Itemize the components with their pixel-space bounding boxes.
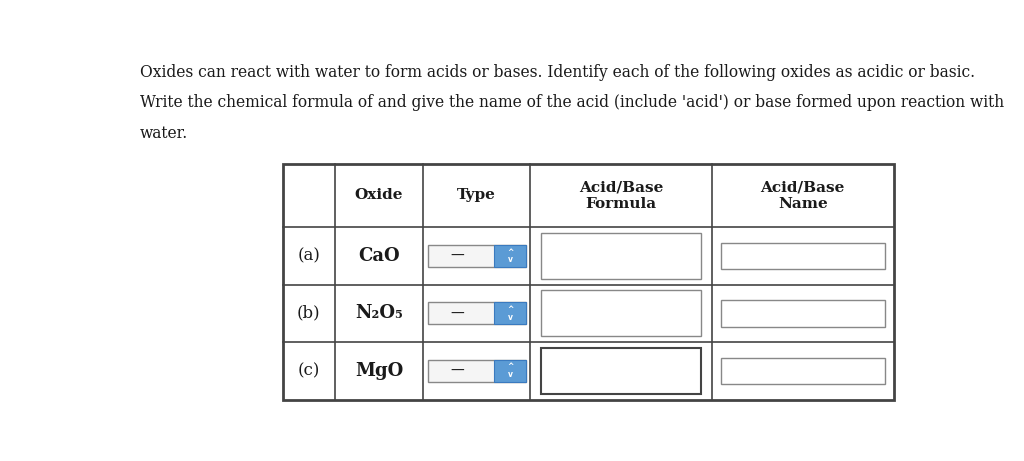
Bar: [428, 360, 526, 382]
Text: (b): (b): [297, 305, 321, 322]
Text: v: v: [508, 313, 513, 322]
Text: water.: water.: [140, 124, 188, 142]
Text: Acid/Base
Formula: Acid/Base Formula: [579, 180, 664, 211]
Text: N₂O₅: N₂O₅: [355, 304, 402, 322]
Text: MgO: MgO: [355, 362, 403, 380]
Text: Acid/Base
Name: Acid/Base Name: [761, 180, 845, 211]
Text: ^: ^: [507, 362, 513, 371]
Text: Type: Type: [458, 189, 497, 202]
Bar: [428, 302, 526, 324]
Text: —: —: [451, 364, 464, 378]
Bar: [428, 245, 526, 267]
Bar: [495, 245, 526, 267]
Bar: [495, 302, 526, 324]
Text: —: —: [451, 307, 464, 320]
Text: Oxides can react with water to form acids or bases. Identify each of the followi: Oxides can react with water to form acid…: [140, 64, 975, 81]
Text: v: v: [508, 255, 513, 265]
Text: —: —: [451, 249, 464, 263]
Bar: [721, 358, 885, 384]
Text: Write the chemical formula of and give the name of the acid (include 'acid') or : Write the chemical formula of and give t…: [140, 95, 1004, 112]
Bar: [721, 300, 885, 326]
Text: ^: ^: [507, 305, 513, 314]
Text: ^: ^: [507, 248, 513, 257]
Text: CaO: CaO: [358, 247, 399, 265]
Text: v: v: [508, 370, 513, 379]
Text: (c): (c): [298, 362, 319, 379]
Bar: [495, 360, 526, 382]
Text: Oxide: Oxide: [354, 189, 403, 202]
Bar: [721, 243, 885, 269]
Text: (a): (a): [297, 248, 321, 265]
